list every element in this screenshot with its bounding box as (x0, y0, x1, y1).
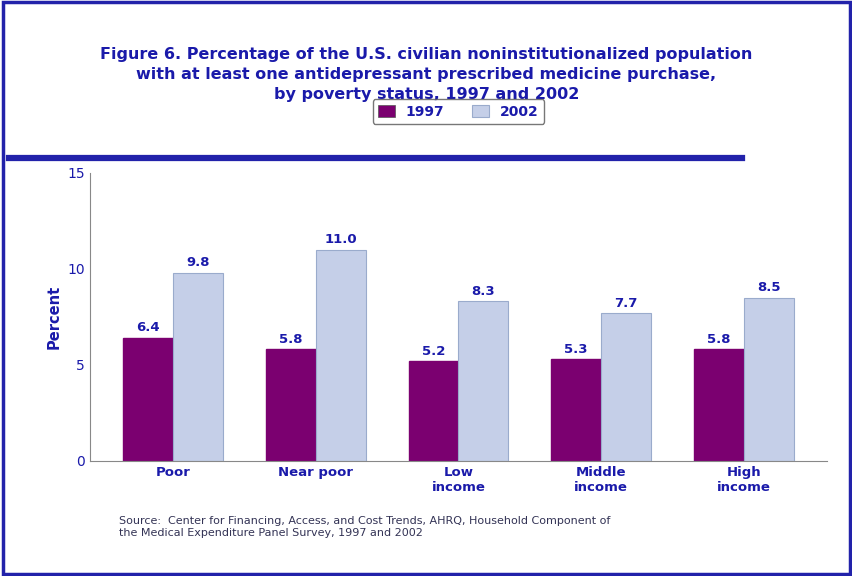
Bar (123, 338, 173, 461)
Text: 5.8: 5.8 (279, 333, 302, 346)
Bar (266, 350, 315, 461)
Text: 6.4: 6.4 (136, 321, 159, 335)
Text: 8.3: 8.3 (471, 285, 495, 298)
Text: 11.0: 11.0 (324, 233, 357, 246)
Text: 9.8: 9.8 (186, 256, 210, 269)
Legend: 1997, 2002: 1997, 2002 (372, 99, 544, 124)
Text: 8.5: 8.5 (757, 281, 780, 294)
Bar (458, 301, 508, 461)
Text: 7.7: 7.7 (613, 297, 637, 309)
Text: Source:  Center for Financing, Access, and Cost Trends, AHRQ, Household Componen: Source: Center for Financing, Access, an… (119, 516, 610, 538)
Bar (550, 359, 601, 461)
Text: 5.2: 5.2 (422, 344, 445, 358)
Text: 5.3: 5.3 (564, 343, 587, 355)
Bar (315, 249, 366, 461)
Bar (173, 272, 222, 461)
Text: Figure 6. Percentage of the U.S. civilian noninstitutionalized population
with a: Figure 6. Percentage of the U.S. civilia… (101, 47, 751, 101)
Bar (601, 313, 650, 461)
Bar (694, 350, 743, 461)
Y-axis label: Percent: Percent (47, 285, 61, 349)
Bar (743, 298, 793, 461)
Text: 5.8: 5.8 (706, 333, 730, 346)
Bar (408, 361, 458, 461)
